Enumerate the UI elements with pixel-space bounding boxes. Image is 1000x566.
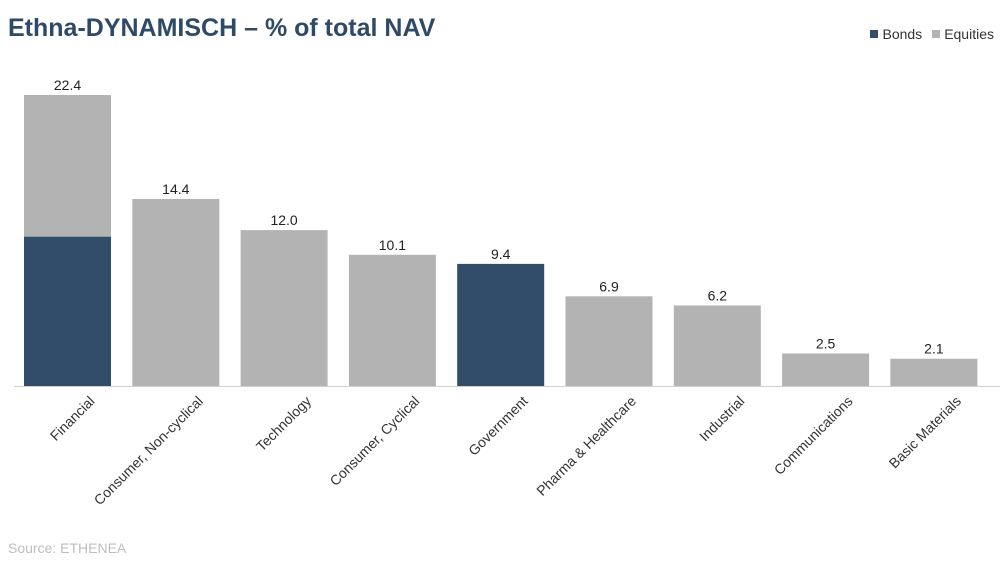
bar-equities-6 — [673, 305, 761, 386]
data-label-7: 2.5 — [816, 336, 836, 352]
category-label-7: Communications — [771, 393, 856, 478]
data-label-3: 10.1 — [379, 237, 406, 253]
data-label-8: 2.1 — [924, 341, 944, 357]
category-label-3: Consumer, Cyclical — [326, 393, 422, 489]
bar-equities-7 — [782, 353, 870, 386]
data-label-4: 9.4 — [491, 246, 511, 262]
bar-equities-3 — [348, 254, 436, 386]
legend-label-equities: Equities — [944, 26, 994, 42]
legend-swatch-bonds — [870, 30, 879, 38]
bar-equities-2 — [240, 230, 328, 386]
legend-item-equities: Equities — [932, 26, 994, 42]
chart-title: Ethna-DYNAMISCH – % of total NAV — [8, 14, 436, 42]
legend: Bonds Equities — [870, 26, 994, 42]
bar-equities-8 — [890, 358, 978, 386]
data-label-1: 14.4 — [162, 181, 189, 197]
category-label-6: Industrial — [696, 393, 747, 444]
data-label-6: 6.2 — [708, 287, 728, 303]
bar-equities-5 — [565, 296, 653, 386]
category-label-8: Basic Materials — [886, 393, 964, 471]
bar-equities-1 — [132, 198, 220, 386]
data-label-2: 12.0 — [270, 212, 297, 228]
bar-bonds-0 — [24, 236, 111, 386]
data-label-0: 22.4 — [54, 77, 81, 93]
data-label-5: 6.9 — [599, 278, 619, 294]
bar-equities-0 — [24, 95, 111, 237]
legend-swatch-equities — [932, 30, 941, 38]
category-label-0: Financial — [47, 393, 98, 444]
source-note: Source: ETHENEA — [8, 540, 127, 556]
category-label-2: Technology — [253, 393, 314, 454]
category-label-5: Pharma & Healthcare — [533, 393, 639, 499]
bar-bonds-4 — [457, 263, 545, 386]
legend-item-bonds: Bonds — [870, 26, 922, 42]
legend-label-bonds: Bonds — [882, 26, 923, 42]
category-label-1: Consumer, Non-cyclical — [91, 393, 206, 508]
category-label-4: Government — [465, 393, 531, 459]
